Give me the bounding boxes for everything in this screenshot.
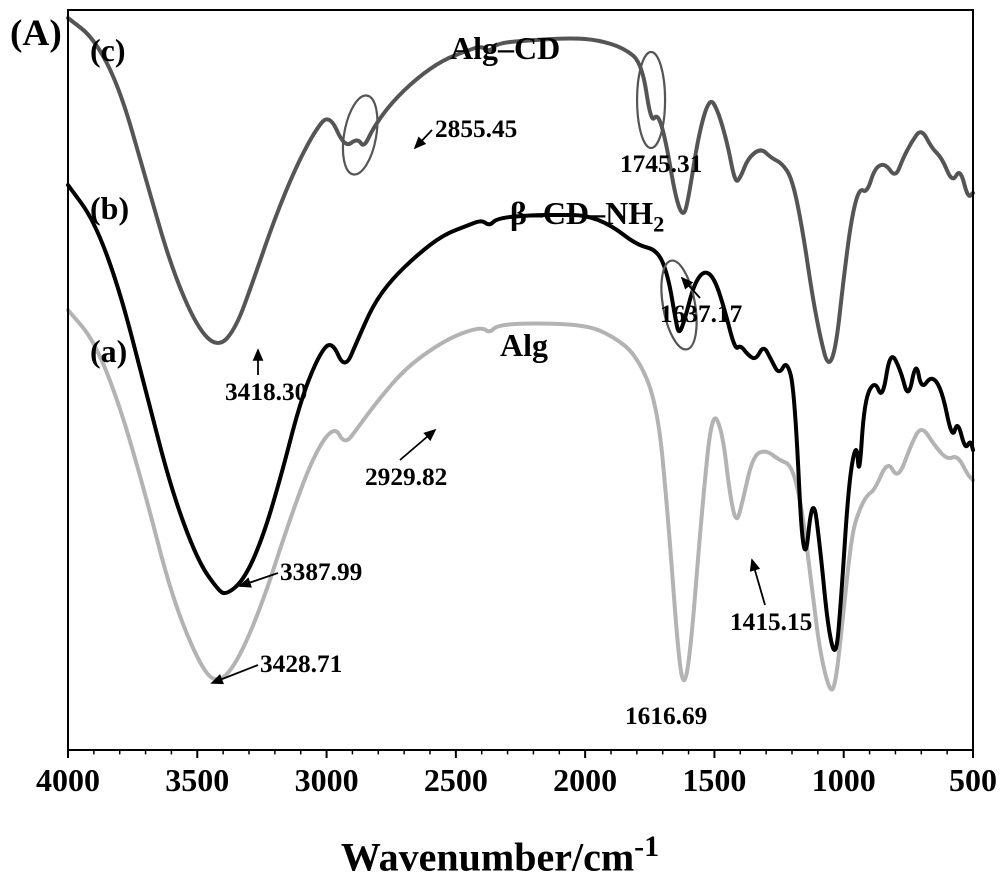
x-tick-label: 2500 [424,762,488,799]
spectrum-b [68,185,973,650]
series-name-b: β–CD–NH2 [510,195,664,237]
peak-label: 3428.71 [260,650,342,679]
peak-label: 1616.69 [625,702,707,731]
x-tick-label: 4000 [36,762,100,799]
peak-label: 3418.30 [225,378,307,407]
x-tick-label: 1000 [812,762,876,799]
peak-label: 1415.15 [730,608,812,637]
series-name-c: Alg–CD [450,30,560,67]
peak-label: 1637.17 [660,300,742,329]
series-letter-b: (b) [90,190,129,227]
peak-label: 2855.45 [435,115,517,144]
x-tick-label: 3500 [165,762,229,799]
spectrum-c [68,18,973,362]
peak-arrow [212,665,258,683]
series-name-a: Alg [500,327,548,364]
peak-arrow [752,560,765,605]
peak-label: 1745.31 [620,150,702,179]
series-letter-c: (c) [90,32,126,69]
x-tick-label: 3000 [295,762,359,799]
peak-ellipse [337,93,382,177]
peak-label: 2929.82 [365,463,447,492]
peak-arrow [400,430,435,460]
x-tick-label: 1500 [682,762,746,799]
x-tick-label: 500 [949,762,997,799]
x-tick-label: 2000 [553,762,617,799]
peak-arrow [415,130,432,148]
peak-label: 3387.99 [280,558,362,587]
x-axis-label: Wavenumber/cm-1 [0,830,1000,880]
ftir-figure: (A) Wavenumber/cm-1 40003500300025002000… [0,0,1000,882]
series-letter-a: (a) [90,333,127,370]
peak-ellipse [637,52,665,148]
